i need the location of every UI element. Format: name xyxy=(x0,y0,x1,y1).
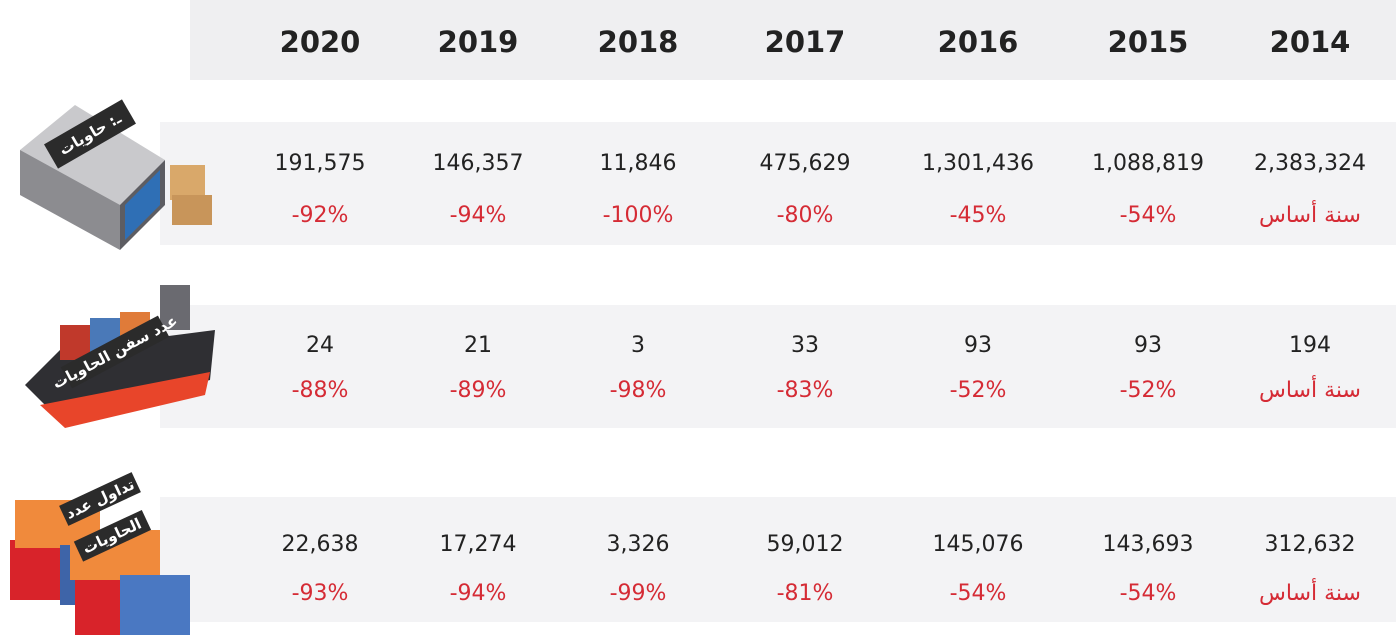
value: 22,638 xyxy=(282,532,359,557)
value: 24 xyxy=(306,333,334,358)
value: 146,357 xyxy=(433,151,524,176)
change: -54% xyxy=(1120,581,1177,606)
value: 1,088,819 xyxy=(1092,151,1204,176)
change: -100% xyxy=(603,203,674,228)
header-band xyxy=(190,0,1396,80)
change: -94% xyxy=(450,581,507,606)
change: -92% xyxy=(292,203,349,228)
change: -89% xyxy=(450,378,507,403)
change: -83% xyxy=(777,378,834,403)
containers-icon: تداول عدد الحاويات xyxy=(10,472,190,635)
change: -52% xyxy=(1120,378,1177,403)
change: -54% xyxy=(950,581,1007,606)
year-header: 2020 xyxy=(280,25,361,59)
change: -54% xyxy=(1120,203,1177,228)
value: 475,629 xyxy=(760,151,851,176)
change: -81% xyxy=(777,581,834,606)
change: -98% xyxy=(610,378,667,403)
change: سنة أساس xyxy=(1259,375,1361,403)
value: 33 xyxy=(791,333,819,358)
year-header: 2019 xyxy=(438,25,519,59)
change: -45% xyxy=(950,203,1007,228)
year-header: 2014 xyxy=(1270,25,1351,59)
change: -52% xyxy=(950,378,1007,403)
year-header: 2017 xyxy=(765,25,846,59)
value: 1,301,436 xyxy=(922,151,1034,176)
row-band xyxy=(160,305,1396,428)
change: -88% xyxy=(292,378,349,403)
value: 93 xyxy=(964,333,992,358)
value: 2,383,324 xyxy=(1254,151,1366,176)
value: 21 xyxy=(464,333,492,358)
change: -94% xyxy=(450,203,507,228)
year-header: 2018 xyxy=(598,25,679,59)
year-header: 2016 xyxy=(938,25,1019,59)
change: سنة أساس xyxy=(1259,578,1361,606)
value: 191,575 xyxy=(275,151,366,176)
change: سنة أساس xyxy=(1259,200,1361,228)
change: -80% xyxy=(777,203,834,228)
change: -99% xyxy=(610,581,667,606)
value: 312,632 xyxy=(1265,532,1356,557)
row-band xyxy=(160,497,1396,622)
value: 194 xyxy=(1289,333,1331,358)
value: 145,076 xyxy=(933,532,1024,557)
value: 3,326 xyxy=(607,532,670,557)
value: 59,012 xyxy=(767,532,844,557)
year-header: 2015 xyxy=(1108,25,1189,59)
value: 3 xyxy=(631,333,645,358)
value: 143,693 xyxy=(1103,532,1194,557)
value: 93 xyxy=(1134,333,1162,358)
change: -93% xyxy=(292,581,349,606)
row-band xyxy=(160,122,1396,245)
value: 11,846 xyxy=(600,151,677,176)
value: 17,274 xyxy=(440,532,517,557)
container-icon: ـ: حاويات xyxy=(20,99,212,250)
